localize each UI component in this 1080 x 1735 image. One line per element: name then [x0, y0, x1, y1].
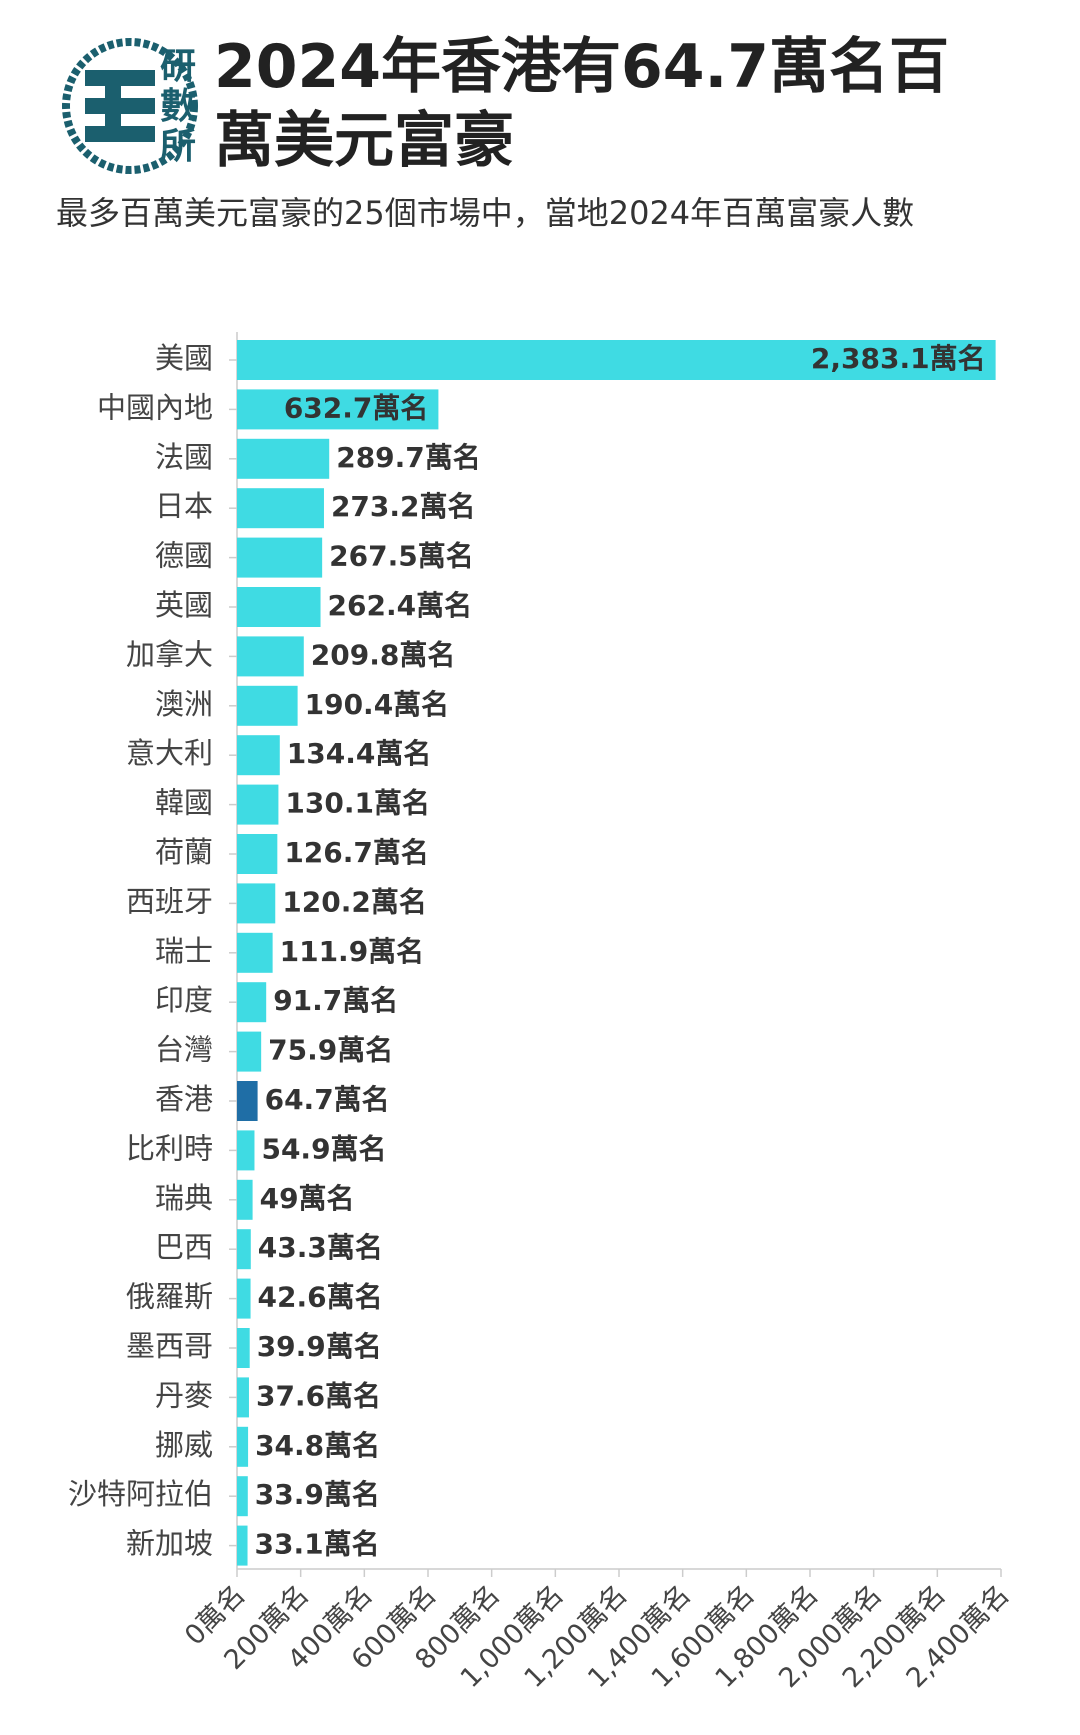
chart-subtitle: 最多百萬美元富豪的25個市場中，當地2024年百萬富豪人數: [56, 194, 915, 232]
value-label: 34.8萬名: [255, 1429, 380, 1462]
logo-text: 研: [160, 46, 196, 87]
bar: [237, 1130, 255, 1171]
value-label: 49萬名: [260, 1182, 355, 1215]
bar: [237, 389, 439, 430]
bar: [237, 1278, 251, 1319]
bar: [237, 1328, 250, 1368]
y-tick-label: 法國: [155, 440, 213, 474]
y-tick-label: 西班牙: [126, 884, 213, 918]
value-label: 126.7萬名: [284, 836, 429, 869]
y-tick-label: 美國: [155, 341, 213, 375]
y-tick-label: 瑞士: [155, 934, 213, 968]
y-tick-label: 荷蘭: [155, 835, 213, 869]
bar: [237, 1081, 258, 1121]
value-label: 64.7萬名: [265, 1083, 390, 1116]
value-label: 2,383.1萬名: [811, 342, 986, 375]
value-label: 632.7萬名: [284, 391, 429, 424]
value-label: 273.2萬名: [331, 490, 476, 523]
value-label: 289.7萬名: [336, 441, 481, 474]
value-label: 267.5萬名: [329, 540, 474, 573]
value-label: 33.9萬名: [255, 1478, 380, 1511]
bar: [237, 537, 323, 578]
y-tick-label: 丹麥: [155, 1378, 213, 1412]
value-label: 39.9萬名: [257, 1330, 382, 1363]
value-label: 42.6萬名: [258, 1281, 383, 1314]
value-label: 134.4萬名: [287, 737, 432, 770]
bar: [237, 587, 321, 627]
y-tick-label: 墨西哥: [126, 1329, 213, 1363]
logo-bar: [105, 70, 121, 142]
bar: [237, 636, 304, 677]
value-label: 120.2萬名: [282, 885, 427, 918]
y-tick-label: 韓國: [155, 786, 213, 820]
bar: [237, 1377, 249, 1418]
y-tick-label: 挪威: [155, 1428, 213, 1462]
y-tick-label: 德國: [155, 539, 213, 573]
bar: [237, 488, 324, 529]
logo-ring: [62, 38, 198, 174]
y-tick-label: 俄羅斯: [126, 1280, 213, 1314]
y-tick-label: 印度: [155, 983, 213, 1017]
value-label: 111.9萬名: [280, 935, 425, 968]
logo-text: 所: [160, 126, 196, 167]
bar: [237, 784, 279, 825]
bar: [237, 735, 280, 776]
y-tick-label: 台灣: [155, 1033, 213, 1067]
bar: [237, 1229, 251, 1270]
y-tick-label: 意大利: [126, 736, 213, 770]
bar: [237, 340, 996, 380]
value-label: 209.8萬名: [311, 638, 456, 671]
bar: [237, 1525, 248, 1566]
y-tick-label: 香港: [155, 1082, 213, 1116]
value-label: 33.1萬名: [255, 1528, 380, 1561]
y-tick-label: 沙特阿拉伯: [68, 1477, 213, 1511]
y-tick-label: 中國內地: [97, 390, 213, 424]
y-tick-label: 瑞典: [155, 1181, 213, 1215]
value-label: 190.4萬名: [305, 688, 450, 721]
bar: [237, 1426, 249, 1467]
value-label: 37.6萬名: [256, 1379, 381, 1412]
bar: [237, 834, 278, 874]
value-label: 54.9萬名: [261, 1132, 386, 1165]
logo: 研 數 所: [62, 38, 198, 174]
y-tick-label: 澳洲: [155, 687, 213, 721]
y-tick-label: 比利時: [126, 1131, 213, 1165]
chart-title: 2024年香港有64.7萬名百萬美元富豪: [214, 32, 950, 176]
bar: [237, 1031, 262, 1072]
value-label: 75.9萬名: [268, 1034, 393, 1067]
y-tick-label: 巴西: [155, 1230, 213, 1264]
y-tick-label: 日本: [155, 489, 213, 523]
value-label: 262.4萬名: [328, 589, 473, 622]
y-tick-label: 加拿大: [126, 637, 213, 671]
value-label: 43.3萬名: [258, 1231, 383, 1264]
value-label: 91.7萬名: [273, 984, 398, 1017]
bar: [237, 685, 298, 726]
logo-text: 數: [160, 86, 196, 127]
bar: [237, 1179, 253, 1220]
y-tick-label: 新加坡: [126, 1527, 213, 1561]
bar: [237, 438, 330, 479]
bar: [237, 932, 273, 973]
y-tick-label: 英國: [155, 588, 213, 622]
bar: [237, 1476, 248, 1517]
bar: [237, 982, 267, 1023]
value-label: 130.1萬名: [285, 787, 430, 820]
bar: [237, 883, 276, 924]
